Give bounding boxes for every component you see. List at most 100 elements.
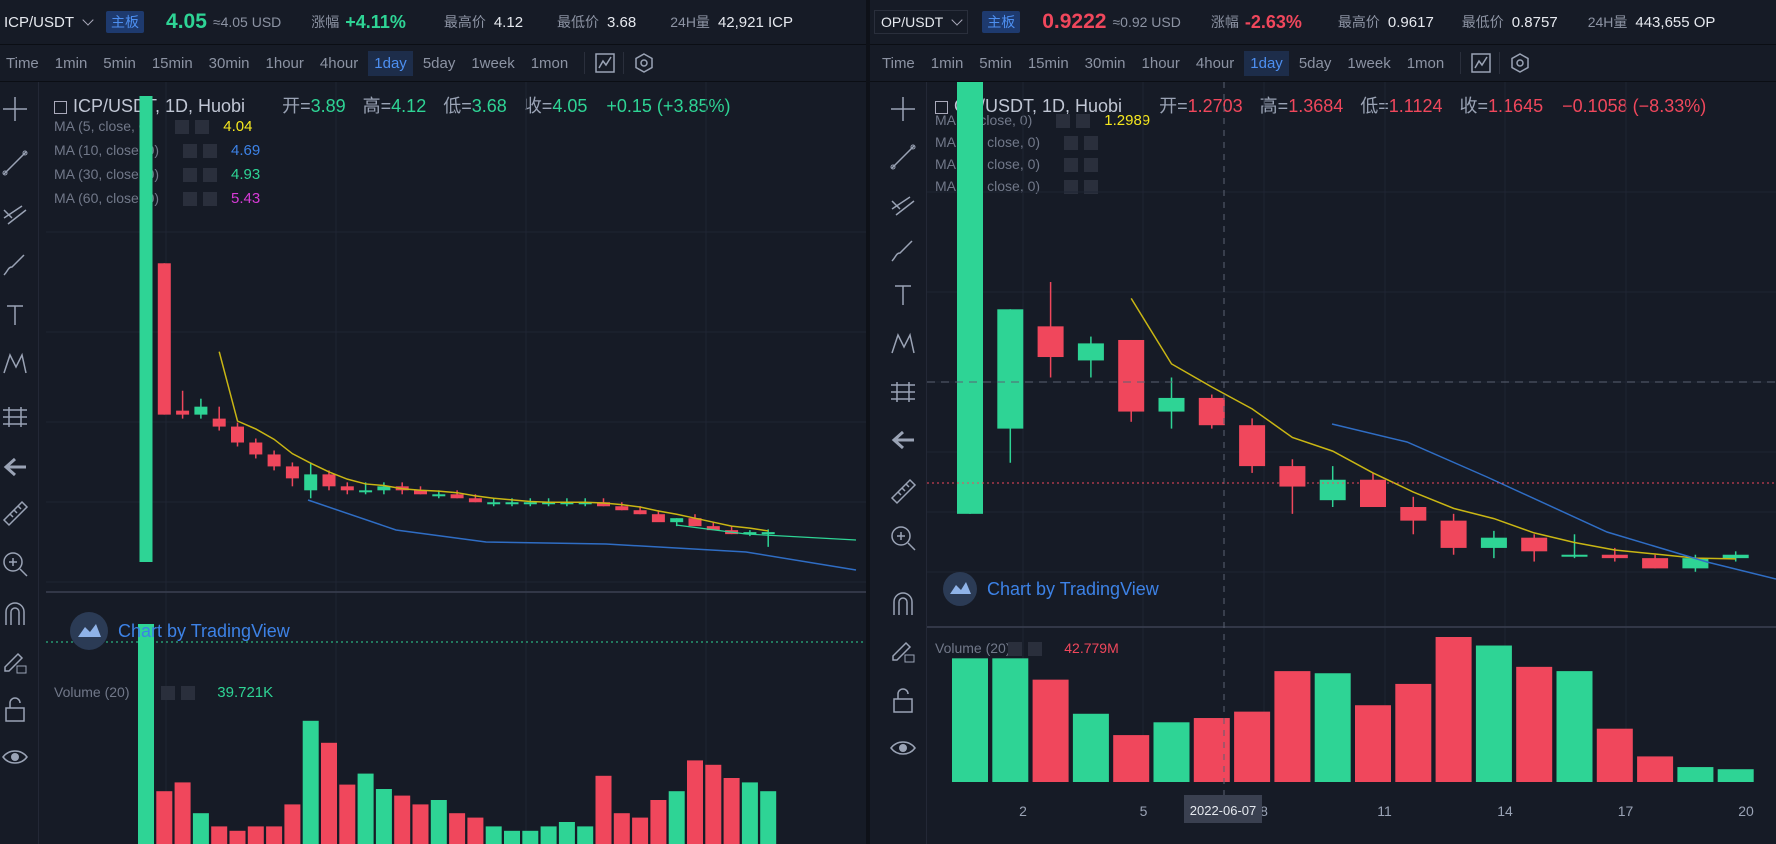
pair-selector[interactable]: ICP/USDT [4, 14, 94, 31]
fib-icon[interactable] [888, 189, 918, 219]
tab-tf-15min[interactable]: 15min [1027, 54, 1069, 72]
candle-body [1400, 507, 1427, 521]
tab-tf-30min[interactable]: 30min [1084, 54, 1126, 72]
text-icon[interactable] [0, 300, 30, 330]
ruler-icon[interactable] [0, 498, 30, 528]
settings-icon[interactable] [1064, 180, 1079, 195]
settings-icon[interactable] [1064, 158, 1079, 173]
eye-icon[interactable] [888, 733, 918, 763]
volume-value: 443,655 OP [1635, 13, 1716, 31]
settings-icon[interactable] [183, 168, 198, 183]
tab-tf-5day[interactable]: 5day [422, 54, 456, 72]
tab-tf-1hour[interactable]: 1hour [1141, 54, 1180, 72]
indicator-icon[interactable] [1460, 52, 1493, 74]
chevron-down-icon [82, 14, 94, 26]
settings-icon[interactable] [1008, 642, 1023, 657]
lock-pencil-icon[interactable] [0, 647, 30, 677]
ma-value: 1.2989 [1104, 112, 1151, 129]
crosshair-icon[interactable] [888, 94, 918, 124]
settings-icon[interactable] [1056, 114, 1071, 129]
tab-tf-1day[interactable]: 1day [1244, 50, 1289, 76]
candle-body [1440, 520, 1467, 548]
tab-tf-time[interactable]: Time [6, 54, 39, 72]
close-icon[interactable] [1084, 158, 1099, 173]
unlock-icon[interactable] [0, 694, 30, 724]
candle-body [1118, 339, 1145, 412]
close-icon[interactable] [203, 168, 218, 183]
op-chart[interactable]: OP/USDT, 1D, Huobi 开=1.2703 高=1.3684 低=1… [927, 82, 1776, 844]
tab-tf-15min[interactable]: 15min [151, 54, 193, 72]
volume-bar [1113, 735, 1150, 782]
tab-tf-5min[interactable]: 5min [103, 54, 136, 72]
close-icon[interactable] [203, 192, 218, 207]
candle-body [633, 510, 647, 515]
collapse-icon[interactable] [935, 100, 948, 114]
zoom-in-icon[interactable] [888, 523, 918, 553]
zoom-in-icon[interactable] [0, 549, 30, 579]
brush-icon[interactable] [0, 249, 30, 279]
tab-tf-5day[interactable]: 5day [1298, 54, 1332, 72]
watermark-text: Chart by TradingView [118, 620, 290, 641]
brush-icon[interactable] [888, 235, 918, 265]
tradingview-watermark[interactable]: Chart by TradingView [943, 572, 1159, 606]
close-icon[interactable] [1028, 642, 1043, 657]
settings-icon[interactable] [183, 144, 198, 159]
settings-hex-icon[interactable] [623, 52, 656, 74]
lock-pencil-icon[interactable] [888, 636, 918, 666]
tab-tf-1min[interactable]: 1min [54, 54, 88, 72]
tab-tf-time[interactable]: Time [882, 54, 915, 72]
icp-chart[interactable]: ICP/USDT, 1D, Huobi 开=3.89 高=4.12 低=3.68… [46, 82, 866, 844]
tab-tf-1week[interactable]: 1week [471, 54, 515, 72]
fib-icon[interactable] [0, 198, 30, 228]
tab-tf-5min[interactable]: 5min [979, 54, 1012, 72]
close-icon[interactable] [1084, 180, 1099, 195]
eye-icon[interactable] [0, 742, 30, 772]
tab-tf-1min[interactable]: 1min [930, 54, 964, 72]
tab-tf-1mon[interactable]: 1mon [530, 54, 569, 72]
volume-value: 39.721K [217, 684, 274, 701]
close-icon[interactable] [1084, 136, 1099, 151]
ruler-icon[interactable] [888, 476, 918, 506]
tab-tf-1week[interactable]: 1week [1347, 54, 1391, 72]
trendline-icon[interactable] [0, 148, 30, 178]
close-icon[interactable] [203, 144, 218, 159]
settings-icon[interactable] [175, 120, 190, 135]
pair-selector[interactable]: OP/USDT [874, 10, 969, 34]
tradingview-watermark[interactable]: Chart by TradingView [70, 612, 290, 650]
candle-body [1158, 397, 1185, 412]
back-arrow-icon[interactable] [0, 452, 30, 482]
volume-bar [992, 658, 1029, 782]
volume-bar [1435, 637, 1472, 782]
pattern-icon[interactable] [888, 329, 918, 359]
close-icon[interactable] [181, 686, 196, 701]
trendline-icon[interactable] [888, 142, 918, 172]
settings-hex-icon[interactable] [1499, 52, 1532, 74]
tab-tf-1day[interactable]: 1day [368, 50, 413, 76]
volume-bar [723, 778, 740, 844]
indicator-icon[interactable] [584, 52, 617, 74]
tab-tf-4hour[interactable]: 4hour [319, 54, 359, 72]
tab-tf-4hour[interactable]: 4hour [1195, 54, 1235, 72]
magnet-icon[interactable] [0, 599, 30, 629]
volume-bar [138, 624, 154, 844]
tab-tf-1mon[interactable]: 1mon [1406, 54, 1445, 72]
tab-tf-1hour[interactable]: 1hour [265, 54, 304, 72]
volume-bar [430, 800, 447, 844]
candle-body [450, 494, 464, 499]
measure-icon[interactable] [888, 377, 918, 407]
close-icon[interactable] [1076, 114, 1091, 129]
settings-icon[interactable] [183, 192, 198, 207]
collapse-icon[interactable] [54, 100, 67, 114]
measure-icon[interactable] [0, 402, 30, 432]
close-icon[interactable] [195, 120, 210, 135]
pattern-icon[interactable] [0, 349, 30, 379]
text-icon[interactable] [888, 280, 918, 310]
crosshair-icon[interactable] [0, 94, 30, 124]
settings-icon[interactable] [1064, 136, 1079, 151]
unlock-icon[interactable] [888, 685, 918, 715]
volume-legend: Volume (20) 39.721K [54, 684, 273, 701]
back-arrow-icon[interactable] [888, 425, 918, 455]
tab-tf-30min[interactable]: 30min [208, 54, 250, 72]
magnet-icon[interactable] [888, 589, 918, 619]
settings-icon[interactable] [161, 686, 176, 701]
